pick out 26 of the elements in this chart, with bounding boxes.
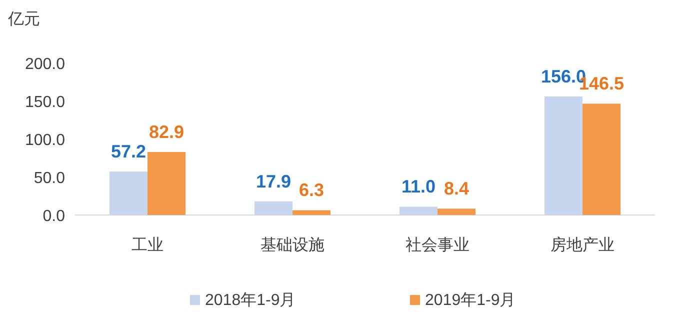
text: 11.0 [401,176,436,197]
bar [110,172,148,215]
bar [148,152,186,215]
x-tick-label: 基础设施 [260,236,324,254]
y-tick-label: 150.0 [24,94,66,111]
text: 82.9 [148,122,184,142]
x-tick-label: 房地产业 [550,236,614,254]
bar [400,206,438,215]
text: 57.2 [110,142,146,162]
x-tick-label: 工业 [132,236,164,254]
y-tick-label: 200.0 [24,56,66,73]
bar [254,201,292,215]
y-tick-label: 0.0 [42,208,66,225]
text: 17.9 [256,171,292,192]
legend-label: 2019年1-9月 [425,292,516,309]
text: 6.3 [298,180,324,200]
y-axis-title: 亿元 [7,11,40,28]
x-tick-label: 社会事业 [406,236,470,254]
bar [292,210,330,215]
y-tick-label: 100.0 [24,132,66,149]
bar [544,96,582,215]
text: 8.4 [444,178,470,199]
y-tick-label: 50.0 [34,170,66,187]
bar [582,104,620,215]
bar [438,208,476,215]
legend-label: 2018年1-9月 [205,292,296,309]
